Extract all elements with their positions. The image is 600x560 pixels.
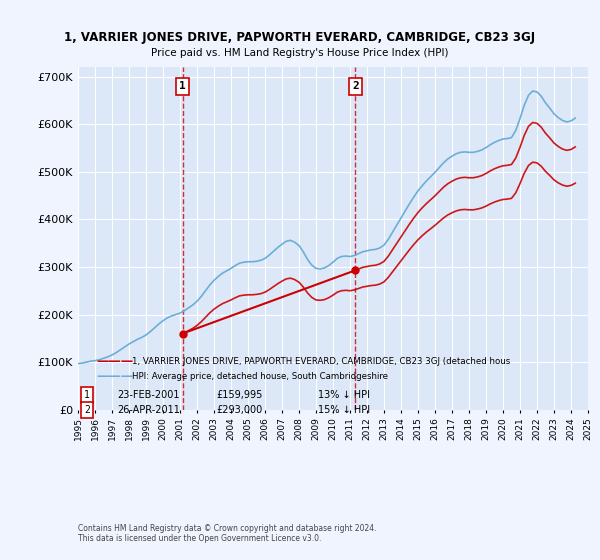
Text: HPI: Average price, detached house, South Cambridgeshire: HPI: Average price, detached house, Sout… xyxy=(132,372,388,381)
Text: 1, VARRIER JONES DRIVE, PAPWORTH EVERARD, CAMBRIDGE, CB23 3GJ: 1, VARRIER JONES DRIVE, PAPWORTH EVERARD… xyxy=(64,31,536,44)
Text: ———: ——— xyxy=(96,354,133,368)
Text: 15% ↓ HPI: 15% ↓ HPI xyxy=(318,405,370,415)
Text: 23-FEB-2001: 23-FEB-2001 xyxy=(117,390,179,400)
Text: 13% ↓ HPI: 13% ↓ HPI xyxy=(318,390,370,400)
Text: Price paid vs. HM Land Registry's House Price Index (HPI): Price paid vs. HM Land Registry's House … xyxy=(151,48,449,58)
Text: 1: 1 xyxy=(84,390,90,400)
Text: 2: 2 xyxy=(352,81,359,91)
Text: 26-APR-2011: 26-APR-2011 xyxy=(117,405,180,415)
Text: £293,000: £293,000 xyxy=(216,405,262,415)
Text: Contains HM Land Registry data © Crown copyright and database right 2024.
This d: Contains HM Land Registry data © Crown c… xyxy=(78,524,377,543)
Text: 2: 2 xyxy=(84,405,90,415)
Text: 1, VARRIER JONES DRIVE, PAPWORTH EVERARD, CAMBRIDGE, CB23 3GJ (detached hous: 1, VARRIER JONES DRIVE, PAPWORTH EVERARD… xyxy=(132,357,510,366)
Text: 1: 1 xyxy=(179,81,186,91)
Text: £159,995: £159,995 xyxy=(216,390,262,400)
Text: ———: ——— xyxy=(96,370,133,383)
